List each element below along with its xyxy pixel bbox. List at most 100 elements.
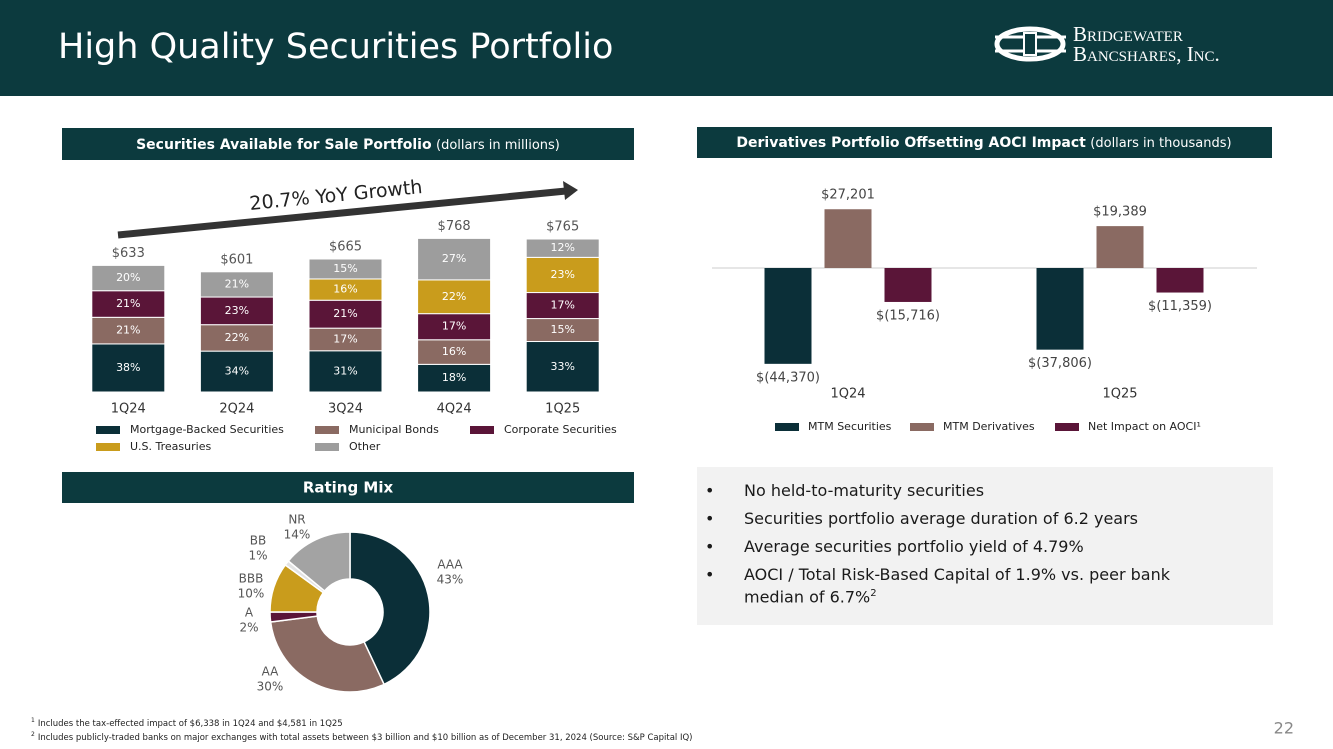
donut-slice [287,531,351,593]
growth-arrowhead [563,181,578,200]
bar [884,268,932,302]
chart-subtitle: (dollars in millions) [436,138,560,153]
total-label: $768 [438,219,471,234]
segment-label: 34% [225,365,249,378]
legend-swatch [315,443,339,451]
legend-label: MTM Derivatives [943,420,1035,433]
bullet-list: No held-to-maturity securities Securities… [705,481,1205,615]
bar-segment [308,299,383,329]
bullet-text: Average securities portfolio yield of 4.… [744,537,1084,556]
bar-segment [308,350,383,393]
bar-segment [417,237,492,281]
bar [1036,268,1084,350]
segment-label: 21% [225,277,249,290]
segment-label: 12% [550,241,574,254]
total-label: $601 [220,252,253,267]
value-label: $(37,806) [1028,356,1092,371]
legend-swatch [315,426,339,434]
segment-label: 17% [550,299,574,312]
segment-label: 17% [333,332,357,345]
legend-label: Corporate Securities [504,423,617,436]
footnote-marker: 1 [31,717,35,724]
segment-label: 21% [333,307,357,320]
footnote-text: Includes publicly-traded banks on major … [38,733,693,743]
bar-segment [417,363,492,393]
segment-label: 23% [225,304,249,317]
segment-label: 22% [442,290,466,303]
segment-label: 16% [333,283,357,296]
section-title: Securities Available for Sale Portfolio … [136,137,560,153]
bar-segment [91,343,166,393]
donut-slice [269,615,386,693]
segment-label: 21% [116,297,140,310]
x-tick-label: 1Q24 [111,402,146,417]
x-tick-label: 1Q25 [1102,387,1137,402]
value-label: $19,389 [1093,205,1147,220]
slice-label: 14% [284,528,311,542]
section-header [697,127,1272,158]
value-label: $(11,359) [1148,299,1212,314]
bar-segment [199,271,274,298]
bar-segment [417,313,492,341]
legend-label: Other [349,440,381,453]
value-label: $(15,716) [876,308,940,323]
section-header [62,128,634,160]
legend-label: U.S. Treasuries [130,440,211,453]
bullet-text: AOCI / Total Risk-Based Capital of 1.9% … [744,565,1171,607]
slice-category: AA [262,665,280,679]
chart-title: Securities Available for Sale Portfolio [136,137,432,153]
growth-arrow [117,187,567,239]
bullet-text: Securities portfolio average duration of… [744,509,1138,528]
footnote-marker: 2 [31,731,35,738]
legend-swatch [910,423,934,431]
legend-label: MTM Securities [808,420,892,433]
segment-label: 21% [116,324,140,337]
slice-category: AAA [437,558,463,572]
slice-label: 10% [238,587,265,601]
legend-swatch [775,423,799,431]
slice-label: 30% [257,680,284,694]
segment-label: 20% [116,271,140,284]
legend-label: Mortgage-Backed Securities [130,423,284,436]
legend-label: Net Impact on AOCI¹ [1088,420,1201,433]
slice-label: 43% [437,573,464,587]
footnote-text: Includes the tax-effected impact of $6,3… [38,719,343,729]
logo-icon [994,26,1066,62]
bar-segment [525,256,600,294]
section-header [62,472,634,503]
slice-category: BB [250,534,266,548]
bar-segment [199,350,274,393]
bar-segment [91,264,166,292]
legend-label: Municipal Bonds [349,423,439,436]
logo-name: Bridgewater [1073,22,1183,46]
segment-label: 33% [550,360,574,373]
legend-swatch [96,426,120,434]
total-label: $633 [112,246,145,261]
logo-name: Bancshares, Inc. [1073,42,1220,66]
x-tick-label: 4Q24 [437,402,472,417]
footnote: 2 Includes publicly-traded banks on major… [31,731,693,743]
bar-segment [525,238,600,258]
page-number: 22 [1274,719,1294,738]
segment-label: 23% [550,268,574,281]
legend-swatch [470,426,494,434]
chart-title: Derivatives Portfolio Offsetting AOCI Im… [736,135,1086,151]
bullet-item: AOCI / Total Risk-Based Capital of 1.9% … [705,565,1205,606]
segment-label: 15% [550,323,574,336]
legend-swatch [96,443,120,451]
segment-label: 18% [442,371,466,384]
section-title: Derivatives Portfolio Offsetting AOCI Im… [736,135,1231,151]
slice-label: 1% [248,549,267,563]
bullet-item: Securities portfolio average duration of… [705,509,1205,528]
chart-subtitle: (dollars in thousands) [1090,136,1231,151]
x-tick-label: 1Q25 [545,402,580,417]
legend-swatch [1055,423,1079,431]
segment-label: 22% [225,331,249,344]
slice-category: BBB [239,572,264,586]
segment-label: 31% [333,364,357,377]
footnote-ref: 2 [870,588,877,599]
bar [1156,268,1204,293]
segment-label: 27% [442,252,466,265]
